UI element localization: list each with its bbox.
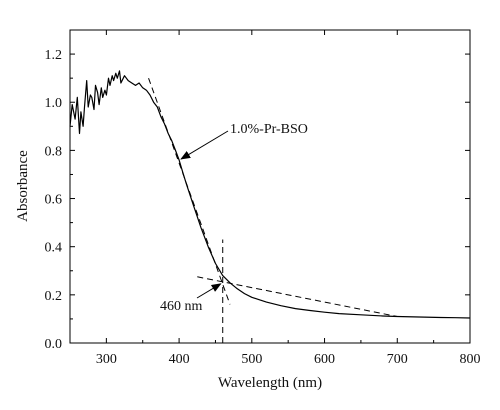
annotation-label: 460 nm bbox=[160, 299, 203, 314]
x-tick-label: 500 bbox=[241, 352, 262, 367]
tangent-line bbox=[197, 276, 398, 318]
y-tick-label: 1.0 bbox=[45, 96, 63, 111]
annotation-arrow bbox=[196, 283, 222, 299]
x-tick-label: 700 bbox=[387, 352, 408, 367]
y-axis-label: Absorbance bbox=[15, 150, 31, 222]
annotations: 1.0%-Pr-BSO 460 nm bbox=[160, 122, 308, 314]
y-tick-label: 0.2 bbox=[45, 289, 63, 304]
x-axis-label: Wavelength (nm) bbox=[218, 375, 322, 391]
x-tick-label: 600 bbox=[314, 352, 335, 367]
y-tick-label: 0.4 bbox=[45, 241, 63, 256]
plot-frame bbox=[69, 29, 471, 344]
x-tick-label: 800 bbox=[460, 352, 481, 367]
annotation-arrow bbox=[180, 130, 229, 160]
y-tick-label: 0.6 bbox=[45, 193, 63, 208]
annotation-label: 1.0%-Pr-BSO bbox=[230, 122, 308, 137]
y-tick-label: 0.0 bbox=[45, 337, 63, 352]
x-tick-label: 300 bbox=[96, 352, 117, 367]
tangent-line bbox=[148, 77, 231, 305]
y-tick-label: 1.2 bbox=[45, 48, 63, 63]
y-tick-label: 0.8 bbox=[45, 144, 63, 159]
series-layer bbox=[69, 70, 471, 319]
y-axis-ticks: 0.0 0.2 0.4 0.6 0.8 1.0 1.2 bbox=[45, 29, 470, 352]
x-axis-ticks: 300 400 500 600 700 800 bbox=[69, 30, 481, 367]
series-line bbox=[69, 70, 471, 319]
x-tick-label: 400 bbox=[169, 352, 190, 367]
tangent-lines bbox=[148, 77, 398, 343]
